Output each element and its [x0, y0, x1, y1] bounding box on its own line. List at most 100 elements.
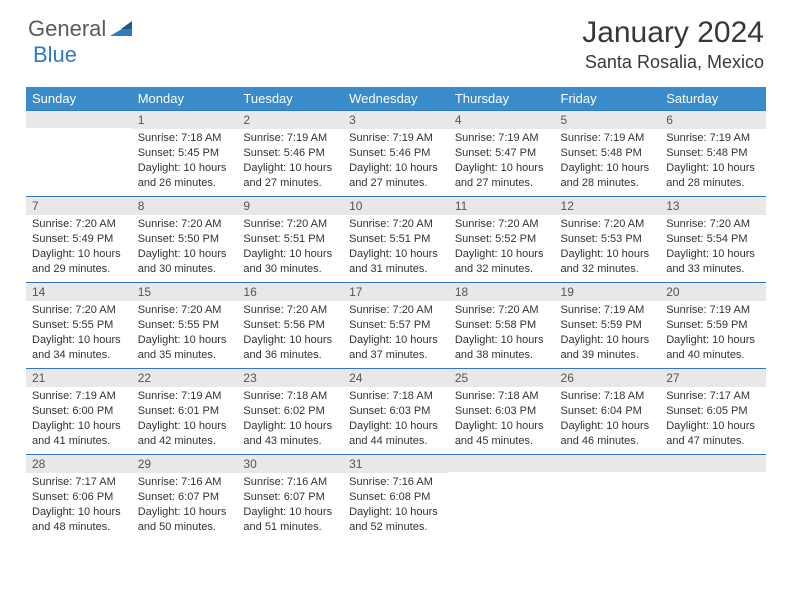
calendar-week-row: 21Sunrise: 7:19 AMSunset: 6:00 PMDayligh…	[26, 369, 766, 455]
sunset-text: Sunset: 6:02 PM	[243, 404, 337, 419]
sunrise-text: Sunrise: 7:20 AM	[455, 217, 549, 232]
day-number: 1	[132, 111, 238, 129]
calendar-day-cell: 25Sunrise: 7:18 AMSunset: 6:03 PMDayligh…	[449, 369, 555, 455]
day-content: Sunrise: 7:17 AMSunset: 6:05 PMDaylight:…	[660, 387, 766, 452]
day-number: 16	[237, 283, 343, 301]
day-content: Sunrise: 7:19 AMSunset: 5:46 PMDaylight:…	[237, 129, 343, 194]
sunset-text: Sunset: 6:07 PM	[243, 490, 337, 505]
daylight-text: Daylight: 10 hours and 52 minutes.	[349, 505, 443, 535]
sunset-text: Sunset: 5:54 PM	[666, 232, 760, 247]
daylight-text: Daylight: 10 hours and 42 minutes.	[138, 419, 232, 449]
sunrise-text: Sunrise: 7:19 AM	[32, 389, 126, 404]
calendar-week-row: 14Sunrise: 7:20 AMSunset: 5:55 PMDayligh…	[26, 283, 766, 369]
day-number: 22	[132, 369, 238, 387]
calendar-day-cell: 4Sunrise: 7:19 AMSunset: 5:47 PMDaylight…	[449, 111, 555, 197]
sunset-text: Sunset: 5:59 PM	[561, 318, 655, 333]
calendar-day-cell: 8Sunrise: 7:20 AMSunset: 5:50 PMDaylight…	[132, 197, 238, 283]
day-content: Sunrise: 7:18 AMSunset: 6:03 PMDaylight:…	[343, 387, 449, 452]
calendar-day-cell: 15Sunrise: 7:20 AMSunset: 5:55 PMDayligh…	[132, 283, 238, 369]
day-content: Sunrise: 7:20 AMSunset: 5:55 PMDaylight:…	[26, 301, 132, 366]
sunset-text: Sunset: 5:51 PM	[349, 232, 443, 247]
calendar-day-cell: 11Sunrise: 7:20 AMSunset: 5:52 PMDayligh…	[449, 197, 555, 283]
sunset-text: Sunset: 5:49 PM	[32, 232, 126, 247]
sunrise-text: Sunrise: 7:16 AM	[138, 475, 232, 490]
sunrise-text: Sunrise: 7:17 AM	[32, 475, 126, 490]
calendar-week-row: 1Sunrise: 7:18 AMSunset: 5:45 PMDaylight…	[26, 111, 766, 197]
day-content: Sunrise: 7:19 AMSunset: 5:59 PMDaylight:…	[555, 301, 661, 366]
sunset-text: Sunset: 5:50 PM	[138, 232, 232, 247]
weekday-header: Friday	[555, 87, 661, 111]
day-number: 5	[555, 111, 661, 129]
sunset-text: Sunset: 5:55 PM	[32, 318, 126, 333]
day-content: Sunrise: 7:16 AMSunset: 6:08 PMDaylight:…	[343, 473, 449, 538]
day-number: 20	[660, 283, 766, 301]
sunrise-text: Sunrise: 7:17 AM	[666, 389, 760, 404]
daylight-text: Daylight: 10 hours and 28 minutes.	[666, 161, 760, 191]
sunset-text: Sunset: 5:47 PM	[455, 146, 549, 161]
sunset-text: Sunset: 6:04 PM	[561, 404, 655, 419]
sunrise-text: Sunrise: 7:18 AM	[349, 389, 443, 404]
sunset-text: Sunset: 5:56 PM	[243, 318, 337, 333]
calendar-day-cell: 12Sunrise: 7:20 AMSunset: 5:53 PMDayligh…	[555, 197, 661, 283]
daylight-text: Daylight: 10 hours and 33 minutes.	[666, 247, 760, 277]
calendar-day-cell: 18Sunrise: 7:20 AMSunset: 5:58 PMDayligh…	[449, 283, 555, 369]
daylight-text: Daylight: 10 hours and 35 minutes.	[138, 333, 232, 363]
logo-text-blue: Blue	[33, 42, 77, 67]
day-content: Sunrise: 7:17 AMSunset: 6:06 PMDaylight:…	[26, 473, 132, 538]
sunrise-text: Sunrise: 7:20 AM	[349, 303, 443, 318]
sunset-text: Sunset: 5:51 PM	[243, 232, 337, 247]
daylight-text: Daylight: 10 hours and 43 minutes.	[243, 419, 337, 449]
sunrise-text: Sunrise: 7:19 AM	[561, 303, 655, 318]
day-content: Sunrise: 7:18 AMSunset: 6:02 PMDaylight:…	[237, 387, 343, 452]
weekday-header: Tuesday	[237, 87, 343, 111]
sunset-text: Sunset: 5:52 PM	[455, 232, 549, 247]
sunset-text: Sunset: 6:01 PM	[138, 404, 232, 419]
sunset-text: Sunset: 5:48 PM	[561, 146, 655, 161]
daylight-text: Daylight: 10 hours and 47 minutes.	[666, 419, 760, 449]
calendar-day-cell	[660, 455, 766, 541]
day-content: Sunrise: 7:19 AMSunset: 5:47 PMDaylight:…	[449, 129, 555, 194]
day-number	[660, 455, 766, 472]
sunrise-text: Sunrise: 7:19 AM	[561, 131, 655, 146]
day-content: Sunrise: 7:20 AMSunset: 5:49 PMDaylight:…	[26, 215, 132, 280]
daylight-text: Daylight: 10 hours and 34 minutes.	[32, 333, 126, 363]
day-content: Sunrise: 7:20 AMSunset: 5:54 PMDaylight:…	[660, 215, 766, 280]
calendar-day-cell: 20Sunrise: 7:19 AMSunset: 5:59 PMDayligh…	[660, 283, 766, 369]
sunrise-text: Sunrise: 7:20 AM	[138, 217, 232, 232]
day-number: 4	[449, 111, 555, 129]
brand-logo: General	[28, 16, 136, 42]
calendar-day-cell: 10Sunrise: 7:20 AMSunset: 5:51 PMDayligh…	[343, 197, 449, 283]
sunrise-text: Sunrise: 7:20 AM	[138, 303, 232, 318]
day-content: Sunrise: 7:16 AMSunset: 6:07 PMDaylight:…	[237, 473, 343, 538]
day-content: Sunrise: 7:19 AMSunset: 5:48 PMDaylight:…	[555, 129, 661, 194]
day-content: Sunrise: 7:16 AMSunset: 6:07 PMDaylight:…	[132, 473, 238, 538]
calendar-day-cell: 19Sunrise: 7:19 AMSunset: 5:59 PMDayligh…	[555, 283, 661, 369]
page-header: General January 2024 Santa Rosalia, Mexi…	[0, 0, 792, 79]
logo-triangle-icon	[110, 18, 132, 41]
sunrise-text: Sunrise: 7:20 AM	[349, 217, 443, 232]
calendar-day-cell	[26, 111, 132, 197]
daylight-text: Daylight: 10 hours and 26 minutes.	[138, 161, 232, 191]
sunset-text: Sunset: 6:03 PM	[349, 404, 443, 419]
sunrise-text: Sunrise: 7:20 AM	[32, 217, 126, 232]
daylight-text: Daylight: 10 hours and 27 minutes.	[243, 161, 337, 191]
daylight-text: Daylight: 10 hours and 41 minutes.	[32, 419, 126, 449]
calendar-day-cell: 7Sunrise: 7:20 AMSunset: 5:49 PMDaylight…	[26, 197, 132, 283]
day-number: 15	[132, 283, 238, 301]
calendar-day-cell: 3Sunrise: 7:19 AMSunset: 5:46 PMDaylight…	[343, 111, 449, 197]
calendar-day-cell: 13Sunrise: 7:20 AMSunset: 5:54 PMDayligh…	[660, 197, 766, 283]
sunrise-text: Sunrise: 7:19 AM	[243, 131, 337, 146]
day-number: 24	[343, 369, 449, 387]
sunset-text: Sunset: 6:07 PM	[138, 490, 232, 505]
day-content: Sunrise: 7:19 AMSunset: 5:46 PMDaylight:…	[343, 129, 449, 194]
sunset-text: Sunset: 6:03 PM	[455, 404, 549, 419]
day-content: Sunrise: 7:20 AMSunset: 5:56 PMDaylight:…	[237, 301, 343, 366]
weekday-header: Saturday	[660, 87, 766, 111]
sunrise-text: Sunrise: 7:18 AM	[243, 389, 337, 404]
day-number: 12	[555, 197, 661, 215]
day-content: Sunrise: 7:20 AMSunset: 5:55 PMDaylight:…	[132, 301, 238, 366]
day-content: Sunrise: 7:20 AMSunset: 5:58 PMDaylight:…	[449, 301, 555, 366]
calendar-day-cell: 6Sunrise: 7:19 AMSunset: 5:48 PMDaylight…	[660, 111, 766, 197]
month-title: January 2024	[582, 16, 764, 50]
daylight-text: Daylight: 10 hours and 37 minutes.	[349, 333, 443, 363]
